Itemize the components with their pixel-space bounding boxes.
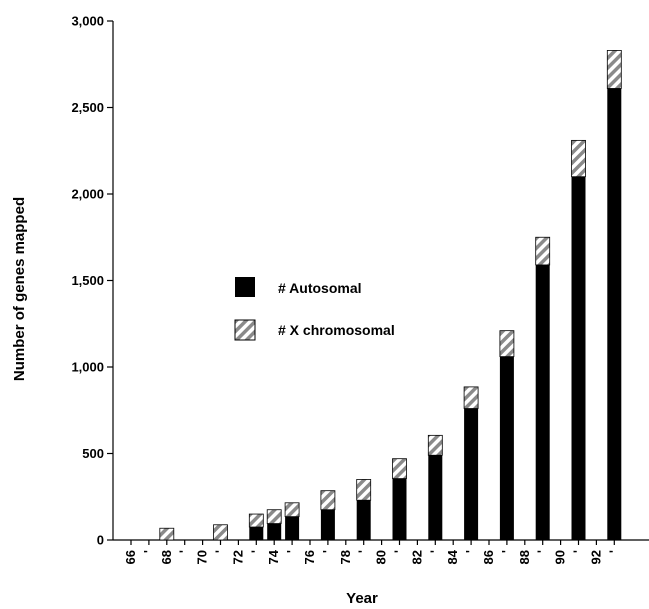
x-tick-label: 80 (374, 550, 389, 564)
x-tick-label: ' (356, 550, 371, 553)
bar-autosomal (320, 509, 335, 540)
bar-x-chromosomal (463, 386, 479, 409)
x-tick-label: ' (499, 550, 514, 553)
bar-x-chromosomal (392, 458, 407, 479)
bar-autosomal (571, 176, 586, 540)
bar-x-chromosomal (248, 513, 264, 528)
bar-x-chromosomal (284, 502, 300, 518)
bar-x-chromosomal (320, 490, 336, 511)
bar-autosomal (267, 523, 282, 540)
x-tick-label: ' (427, 550, 442, 553)
x-tick-label: ' (248, 550, 263, 553)
y-axis-title: Number of genes mapped (11, 197, 28, 381)
x-tick-label: 88 (517, 550, 532, 564)
bar-autosomal (285, 516, 300, 540)
bar-autosomal (356, 500, 371, 540)
x-tick-label: ' (606, 550, 621, 553)
legend-label-x-chromosomal: # X chromosomal (278, 322, 395, 338)
bar-autosomal (464, 408, 479, 540)
bar-x-chromosomal (159, 527, 175, 541)
y-tick-label: 3,000 (71, 14, 104, 29)
bar-x-chromosomal (356, 479, 372, 501)
x-tick-label: ' (284, 550, 299, 553)
bars (159, 50, 622, 541)
y-tick-label: 1,500 (71, 273, 104, 288)
x-axis-title: Year (346, 590, 378, 607)
x-tick-label: ' (177, 550, 192, 553)
y-tick-label: 2,500 (71, 100, 104, 115)
y-axis: 0 500 1,000 1,500 2,000 2,500 3,000 (71, 14, 114, 548)
y-tick-label: 0 (97, 533, 104, 548)
bar-autosomal (249, 527, 264, 540)
x-tick-label: 72 (230, 550, 245, 564)
x-tick-label: ' (463, 550, 478, 553)
legend-swatch-autosomal (235, 277, 255, 297)
bar-x-chromosomal (213, 524, 228, 541)
bar-autosomal (428, 455, 443, 540)
y-tick-label: 1,000 (71, 360, 104, 375)
bar-autosomal (499, 356, 514, 540)
legend-swatch-x-chromosomal (234, 319, 256, 341)
x-axis: 66 ' 68 ' 70 ' 72 ' 74 ' 76 ' 78 ' 80 ' 82 ' 84 ' 86 ' 88 ' 90 ' 9… (113, 539, 649, 564)
bar-x-chromosomal (571, 139, 586, 178)
bar-x-chromosomal (499, 330, 515, 358)
bar-autosomal (607, 88, 622, 540)
x-tick-label: 68 (159, 550, 174, 564)
bar-x-chromosomal (427, 434, 443, 456)
x-tick-label: 82 (409, 550, 424, 564)
x-tick-label: ' (535, 550, 550, 553)
x-tick-label: ' (392, 550, 407, 553)
bar-x-chromosomal (606, 50, 622, 89)
legend-label-autosomal: # Autosomal (278, 280, 362, 296)
x-tick-label: ' (571, 550, 586, 553)
x-tick-label: ' (213, 550, 228, 553)
legend: # Autosomal # X chromosomal (234, 277, 395, 341)
x-tick-label: 92 (588, 550, 603, 564)
x-tick-label: 84 (445, 549, 460, 564)
x-tick-label: 78 (338, 550, 353, 564)
y-tick-label: 500 (82, 446, 104, 461)
x-tick-label: 74 (266, 549, 281, 564)
x-tick-label: ' (320, 550, 335, 553)
bar-autosomal (392, 478, 407, 540)
bar-x-chromosomal (535, 236, 551, 266)
y-tick-label: 2,000 (71, 187, 104, 202)
x-tick-label: 70 (195, 550, 210, 564)
bar-x-chromosomal (266, 509, 282, 524)
x-tick-label: 86 (481, 550, 496, 564)
x-tick-label: ' (141, 550, 156, 553)
x-tick-label: 66 (123, 550, 138, 564)
x-tick-label: 90 (553, 550, 568, 564)
bar-autosomal (535, 264, 550, 540)
x-tick-label: 76 (302, 550, 317, 564)
